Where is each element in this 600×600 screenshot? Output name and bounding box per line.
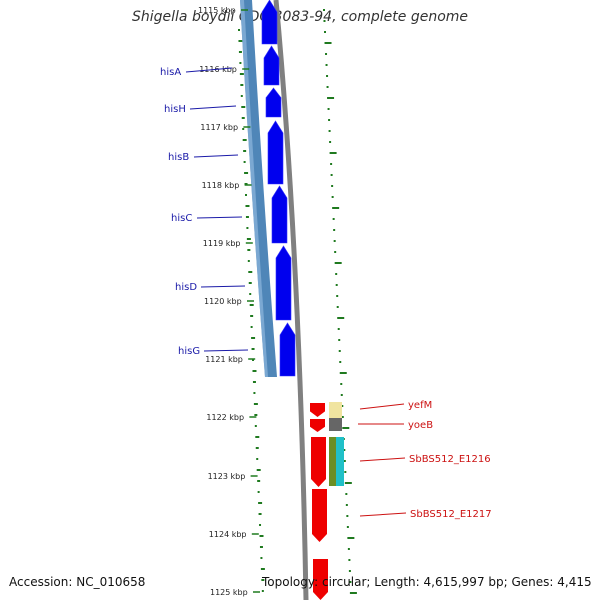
gene-labels-right: yefM yoeB SbBS512_E1216 SbBS512_E1217 [358, 400, 492, 520]
genome-summary-text: Topology: circular; Length: 4,615,997 bp… [262, 575, 592, 589]
reverse-genes [310, 403, 328, 600]
gene-leader-line [203, 349, 249, 352]
backbone-line [273, 0, 309, 600]
forward-gene-arrow [261, 0, 278, 45]
forward-gene-arrow [267, 120, 284, 185]
reverse-gene-arrow [310, 403, 325, 417]
kbp-tick-label: 1125 kbp [210, 588, 248, 597]
gene-leader-line [200, 285, 246, 288]
gene-leader-line [196, 216, 243, 219]
gene-label-yoeB: yoeB [408, 420, 433, 431]
feature-box-green [329, 437, 336, 486]
kbp-tick-label: 1122 kbp [206, 413, 244, 422]
gene-label-hisB: hisB [168, 152, 189, 163]
operon-band-highlight [240, 0, 268, 377]
feature-box-cyan [336, 437, 344, 486]
gene-leader-line [189, 105, 237, 110]
gene-leader-line [193, 154, 239, 158]
reverse-gene-arrow [310, 419, 325, 432]
gene-label-hisC: hisC [171, 213, 192, 224]
gene-label-hisH: hisH [164, 104, 186, 115]
kbp-tick-label: 1115 kbp [198, 6, 236, 15]
gene-label-SbBS512_E1217: SbBS512_E1217 [410, 509, 492, 520]
kbp-tick-label: 1124 kbp [209, 530, 247, 539]
gene-labels-left: hisA hisH hisB hisC hisD hisG [160, 67, 249, 357]
gene-label-yefM: yefM [408, 400, 432, 411]
map-title: Shigella boydii CDC 3083-94, complete ge… [131, 9, 469, 25]
kbp-tick-label: 1123 kbp [208, 472, 246, 481]
reverse-gene-arrow [313, 559, 328, 600]
feature-box-grey [329, 418, 342, 431]
gene-label-hisA: hisA [160, 67, 181, 78]
gc-skew-track [238, 9, 357, 594]
gene-leader-line [359, 512, 407, 517]
accession-text: Accession: NC_010658 [9, 575, 146, 589]
gene-leader-line [359, 457, 406, 462]
forward-gene-arrow [275, 245, 292, 321]
kbp-tick-label: 1117 kbp [200, 123, 238, 132]
gene-label-hisG: hisG [178, 346, 200, 357]
gene-leader-line [359, 403, 405, 410]
feature-box-yellow [329, 402, 342, 418]
kbp-tick-label: 1120 kbp [204, 297, 242, 306]
forward-gene-arrow [265, 87, 282, 118]
kbp-tick-label: 1118 kbp [202, 181, 240, 190]
gene-label-hisD: hisD [175, 282, 197, 293]
forward-genes [261, 0, 296, 377]
forward-gene-arrow [271, 185, 288, 244]
reverse-gene-arrow [312, 489, 327, 542]
gene-leader-line [185, 67, 233, 73]
forward-gene-arrow [263, 45, 280, 86]
reverse-gene-arrow [311, 437, 326, 487]
kbp-tick-label: 1121 kbp [205, 355, 243, 364]
kbp-tick-label: 1119 kbp [203, 239, 241, 248]
forward-gene-arrow [279, 322, 296, 377]
gene-label-SbBS512_E1216: SbBS512_E1216 [409, 454, 491, 465]
